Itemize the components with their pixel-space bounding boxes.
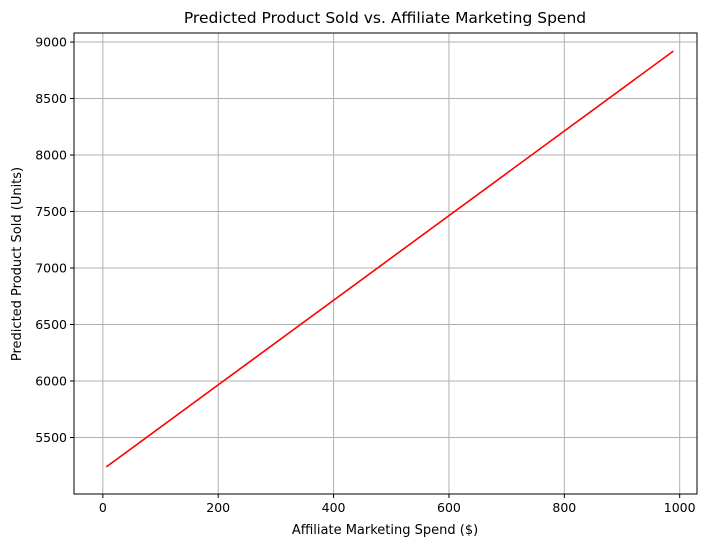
x-axis-label: Affiliate Marketing Spend ($) (292, 523, 478, 538)
y-tick-label: 7500 (35, 204, 67, 219)
x-tick-label: 1000 (664, 500, 696, 515)
x-tick-label: 600 (437, 500, 461, 515)
series-layer (105, 50, 674, 468)
y-tick-label: 6500 (35, 317, 67, 332)
x-tick-label: 800 (552, 500, 576, 515)
y-tick-label: 6000 (35, 374, 67, 389)
series-line (105, 50, 674, 468)
y-tick-label: 8500 (35, 91, 67, 106)
y-tick-label: 9000 (35, 35, 67, 50)
axis-ticks: 0 200 400 600 800 1000 5500 6000 6500 7000 7500 800… (35, 35, 695, 515)
chart-title: Predicted Product Sold vs. Affiliate Mar… (184, 9, 586, 27)
y-tick-label: 5500 (35, 430, 67, 445)
x-tick-label: 0 (99, 500, 107, 515)
x-tick-label: 200 (206, 500, 230, 515)
grid (74, 33, 697, 494)
x-tick-label: 400 (322, 500, 346, 515)
y-tick-label: 8000 (35, 148, 67, 163)
y-axis-label: Predicted Product Sold (Units) (10, 167, 25, 361)
plot-area-frame (73, 32, 698, 495)
y-tick-label: 7000 (35, 261, 67, 276)
